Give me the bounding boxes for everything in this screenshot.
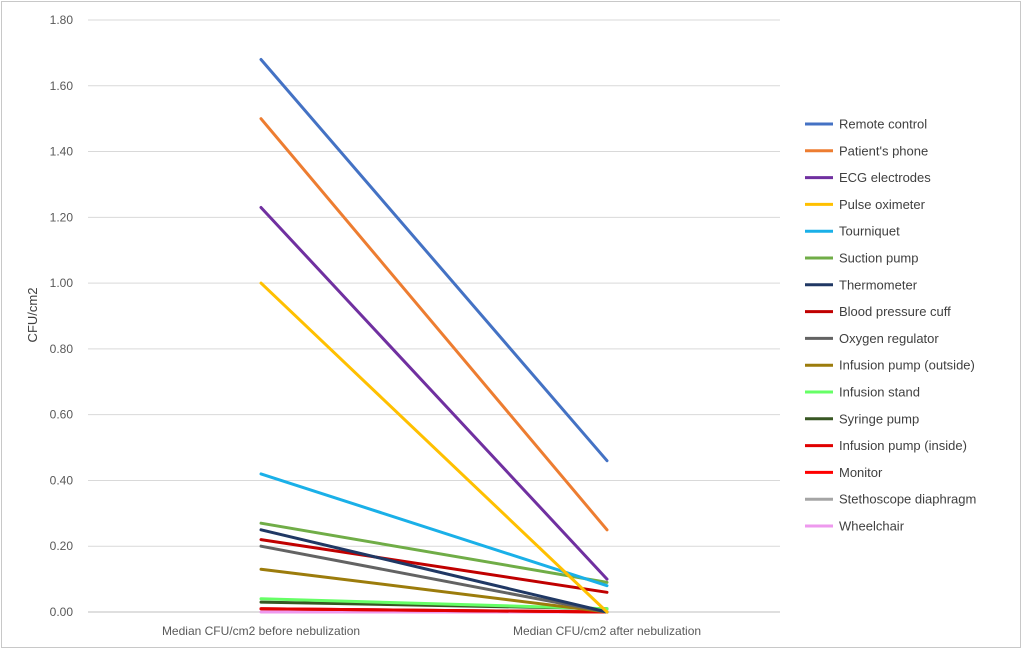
legend-label: Infusion pump (outside) <box>839 358 975 373</box>
series-line-blood-pressure-cuff <box>259 538 609 594</box>
y-tick-label: 1.20 <box>50 210 74 224</box>
legend-label: Oxygen regulator <box>839 331 939 346</box>
series-line-oxygen-regulator <box>259 544 609 614</box>
series-line-pulse-oximeter <box>259 281 609 614</box>
legend-label: Patient's phone <box>839 143 928 158</box>
legend-label: Infusion pump (inside) <box>839 438 967 453</box>
legend-label: Wheelchair <box>839 519 905 534</box>
x-tick-label: Median CFU/cm2 after nebulization <box>513 624 701 638</box>
y-tick-label: 1.80 <box>50 13 74 27</box>
y-tick-label: 1.60 <box>50 79 74 93</box>
y-axis-title: CFU/cm2 <box>25 288 40 343</box>
gridlines <box>88 19 780 613</box>
legend-label: Monitor <box>839 465 883 480</box>
series-line-thermometer <box>259 528 609 614</box>
y-tick-label: 0.40 <box>50 473 74 487</box>
legend-label: Remote control <box>839 117 927 132</box>
x-axis-ticks: Median CFU/cm2 before nebulization Median… <box>162 624 701 638</box>
y-tick-label: 0.80 <box>50 342 74 356</box>
legend-label: Infusion stand <box>839 385 920 400</box>
x-tick-label: Median CFU/cm2 before nebulization <box>162 624 360 638</box>
series-line-infusion-pump-outside <box>259 567 609 614</box>
legend-label: Syringe pump <box>839 411 919 426</box>
series-line-suction-pump <box>259 521 609 584</box>
series-line-remote-control <box>259 58 609 463</box>
y-tick-label: 0.20 <box>50 539 74 553</box>
legend-label: Pulse oximeter <box>839 197 926 212</box>
y-tick-label: 1.00 <box>50 276 74 290</box>
series-lines <box>259 58 609 614</box>
legend-label: Suction pump <box>839 251 919 266</box>
legend: Remote control Patient's phone ECG electro… <box>805 117 976 534</box>
series-line-infusion-pump-inside <box>259 607 609 614</box>
legend-label: Blood pressure cuff <box>839 304 951 319</box>
legend-label: Stethoscope diaphragm <box>839 492 976 507</box>
series-line-patient-s-phone <box>259 117 609 532</box>
series-line-ecg-electrodes <box>259 206 609 581</box>
y-tick-label: 0.00 <box>50 605 74 619</box>
legend-label: ECG electrodes <box>839 170 931 185</box>
y-tick-label: 0.60 <box>50 408 74 422</box>
series-line-infusion-stand <box>259 597 609 611</box>
legend-label: Tourniquet <box>839 224 900 239</box>
series-line-tourniquet <box>259 472 609 588</box>
legend-label: Thermometer <box>839 277 918 292</box>
y-tick-label: 1.40 <box>50 145 74 159</box>
y-axis-ticks: 0.00 0.20 0.40 0.60 0.80 1.00 1.20 1.40 1.60 1.80 <box>50 13 74 619</box>
